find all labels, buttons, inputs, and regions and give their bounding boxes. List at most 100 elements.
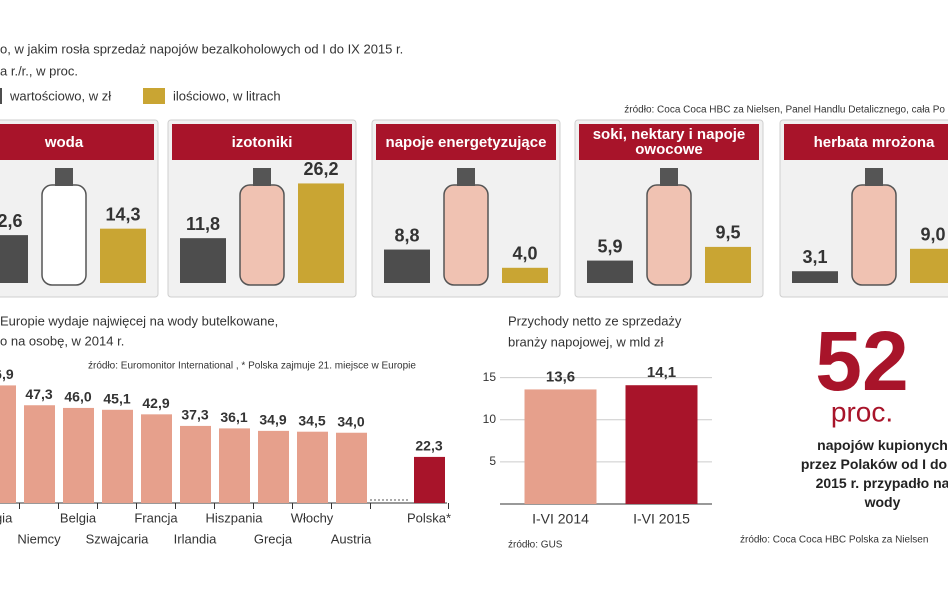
- x-tick-label: egia: [0, 510, 13, 525]
- data-label: 14,1: [647, 364, 676, 381]
- legend-label: wartościowo, w zł: [9, 88, 111, 103]
- title: Przychody netto ze sprzedaży: [508, 313, 682, 328]
- product-illustration: [443, 184, 489, 286]
- x-tick-label: I-VI 2014: [532, 511, 589, 527]
- panel-header: [0, 124, 154, 160]
- data-label: 37,3: [181, 407, 208, 423]
- callout-value: 52: [815, 314, 908, 408]
- data-label: 42,9: [142, 395, 169, 411]
- bar: [524, 389, 597, 504]
- bar: [625, 385, 698, 504]
- legend-swatch: [143, 88, 165, 104]
- data-label: 5,9: [597, 236, 622, 256]
- x-tick-label: Francja: [134, 510, 178, 525]
- bar: [705, 246, 751, 283]
- bar: [587, 260, 633, 283]
- data-label: 45,1: [103, 390, 130, 406]
- data-label: 9,5: [715, 223, 740, 243]
- bar: [63, 407, 94, 503]
- data-label: 34,0: [337, 413, 364, 429]
- data-label: 26,2: [303, 159, 338, 179]
- product-cap: [253, 168, 271, 186]
- data-label: 47,3: [25, 386, 52, 402]
- legend-swatch: [0, 88, 2, 104]
- bar: [141, 414, 172, 503]
- title: o, w jakim rosła sprzedaż napojów bezalk…: [0, 41, 403, 56]
- data-label: 11,8: [186, 214, 220, 234]
- x-tick-label: Polska*: [407, 510, 451, 525]
- source: źródło: GUS: [508, 540, 563, 551]
- x-tick-label: Niemcy: [17, 531, 61, 546]
- data-label: 12,6: [0, 211, 23, 231]
- subtitle: a r./r., w proc.: [0, 63, 78, 78]
- data-label: 36,1: [220, 409, 247, 425]
- title: Europie wydaje najwięcej na wody butelko…: [0, 313, 278, 328]
- x-tick-label: Irlandia: [174, 531, 217, 546]
- bar: [258, 430, 289, 503]
- x-tick-label: Grecja: [254, 531, 293, 546]
- subtitle: branży napojowej, w mld zł: [508, 334, 663, 349]
- bar: [298, 183, 344, 283]
- data-label: 56,9: [0, 366, 14, 382]
- legend-label: ilościowo, w litrach: [173, 88, 281, 103]
- bar: [910, 248, 948, 283]
- data-label: 22,3: [415, 438, 442, 454]
- y-tick-label: 5: [489, 454, 496, 468]
- bar: [24, 405, 55, 503]
- bar: [414, 456, 445, 503]
- data-label: 14,3: [105, 204, 140, 224]
- product-illustration: [646, 184, 692, 286]
- y-tick-label: 15: [483, 370, 497, 384]
- data-label: 34,5: [298, 412, 325, 428]
- x-tick-label: Włochy: [291, 510, 334, 525]
- panel-title: soki, nektary i napoje owocowe: [592, 126, 746, 158]
- product-cap: [457, 168, 475, 186]
- bar: [297, 431, 328, 503]
- callout-text: napojów kupionych przez Polaków od I do …: [800, 437, 948, 510]
- panel-header: [376, 124, 556, 160]
- data-label: 4,0: [512, 244, 537, 264]
- source: źródło: Coca Coca HBC za Nielsen, Panel …: [624, 105, 945, 116]
- panel-header: [579, 124, 759, 160]
- x-tick-label: Szwajcaria: [86, 531, 150, 546]
- panel-header: [172, 124, 352, 160]
- bar: [180, 238, 226, 283]
- product-illustration: [239, 184, 285, 286]
- bar: [792, 271, 838, 283]
- y-tick-label: 10: [483, 412, 497, 426]
- data-label: 9,0: [920, 225, 945, 245]
- source: źródło: Coca Coca HBC Polska za Nielsen: [740, 535, 928, 546]
- x-tick-label: Hiszpania: [205, 510, 263, 525]
- x-tick-label: I-VI 2015: [633, 511, 690, 527]
- x-tick-label: Austria: [331, 531, 372, 546]
- source: źródło: Euromonitor International , * Po…: [88, 361, 416, 372]
- bar: [0, 235, 28, 283]
- panel-title: napoje energetyzujące: [385, 133, 547, 151]
- panel-title: herbata mrożona: [813, 133, 935, 151]
- data-label: 3,1: [802, 247, 827, 267]
- bar: [100, 228, 146, 283]
- product-cap: [660, 168, 678, 186]
- bar: [384, 249, 430, 283]
- data-label: 8,8: [394, 225, 419, 245]
- data-label: 46,0: [64, 389, 91, 405]
- panel-title: izotoniki: [231, 133, 293, 151]
- data-label: 13,6: [546, 368, 575, 385]
- panel-header: [784, 124, 948, 160]
- product-cap: [55, 168, 73, 186]
- callout-unit: proc.: [831, 396, 893, 427]
- data-label: 34,9: [259, 412, 286, 428]
- bar: [219, 428, 250, 503]
- x-tick-label: Belgia: [60, 510, 97, 525]
- product-illustration: [851, 184, 897, 286]
- bar: [102, 409, 133, 503]
- bar: [180, 425, 211, 503]
- product-cap: [865, 168, 883, 186]
- product-illustration: [41, 184, 87, 286]
- subtitle: o na osobę, w 2014 r.: [0, 333, 124, 348]
- panel-title: woda: [44, 133, 84, 151]
- bar: [0, 385, 16, 503]
- bar: [502, 267, 548, 283]
